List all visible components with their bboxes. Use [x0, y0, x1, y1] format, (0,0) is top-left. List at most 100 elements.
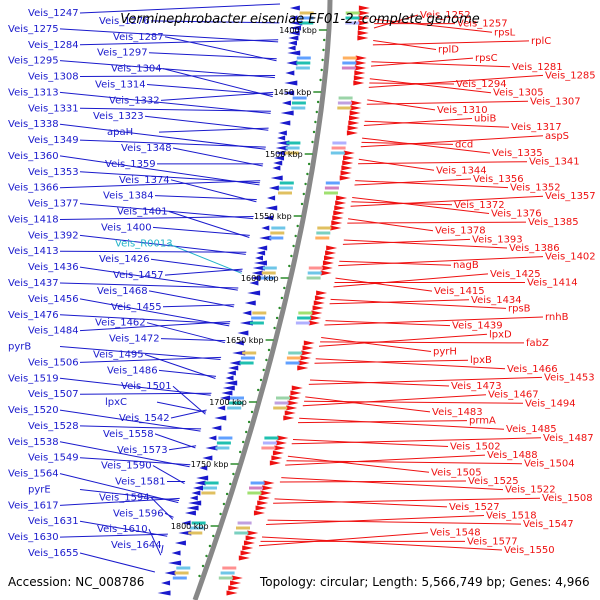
gene-label-right: Veis_1317 — [511, 122, 562, 133]
feature-bar-right — [307, 271, 322, 275]
feature-arrow-left — [265, 205, 278, 211]
feature-arrow-left — [178, 530, 192, 536]
feature-bar-left — [286, 141, 301, 145]
minor-tick — [219, 512, 222, 516]
feature-arrow-left — [191, 490, 201, 496]
connector-line-left — [150, 20, 280, 24]
feature-bar-right — [236, 526, 250, 530]
accession-text: Accession: NC_008786 — [8, 575, 144, 589]
gene-label-right: Veis_1372 — [454, 200, 505, 211]
feature-arrow-left — [270, 175, 283, 181]
feature-bar-left — [296, 61, 311, 65]
gene-label-right: Veis_1305 — [493, 88, 544, 99]
feature-arrow-right — [258, 495, 270, 501]
feature-arrow-left — [237, 330, 249, 336]
feature-arrow-right — [354, 70, 366, 76]
gene-label-right: Veis_1522 — [505, 485, 556, 496]
gene-label-right: Veis_1439 — [452, 321, 503, 332]
gene-label-right: Veis_1505 — [431, 467, 482, 478]
connector-line-right — [304, 400, 524, 404]
feature-arrow-right — [230, 580, 242, 586]
gene-label-left: Veis_1426 — [99, 254, 150, 265]
connector-line-left — [79, 489, 180, 501]
feature-bar-left — [176, 566, 191, 570]
feature-arrow-left — [289, 15, 298, 21]
feature-arrow-left — [272, 165, 281, 171]
connector-line-left — [162, 304, 235, 308]
feature-bar-left — [299, 21, 314, 25]
minor-tick — [239, 450, 242, 454]
feature-arrow-right — [358, 15, 370, 21]
feature-arrow-right — [339, 175, 351, 181]
feature-arrow-right — [275, 440, 287, 446]
minor-tick — [273, 326, 276, 330]
connector-line-left — [79, 139, 266, 148]
gene-label-left: Veis_1528 — [28, 421, 79, 432]
feature-bar-left — [174, 571, 189, 575]
feature-arrow-right — [358, 5, 370, 11]
connector-line-right — [309, 379, 450, 387]
feature-arrow-left — [217, 405, 226, 411]
feature-arrow-right — [240, 550, 252, 556]
feature-arrow-right — [291, 385, 303, 391]
gene-label-right: rpsB — [508, 303, 531, 314]
feature-bar-right — [237, 521, 252, 525]
feature-arrow-left — [224, 380, 238, 386]
feature-arrow-left — [284, 80, 298, 86]
gene-label-right: prmA — [469, 416, 496, 427]
feature-arrow-right — [271, 455, 283, 461]
connector-line-left — [170, 409, 207, 419]
feature-arrow-left — [228, 365, 239, 371]
feature-arrow-right — [290, 390, 302, 396]
feature-arrow-left — [186, 505, 199, 511]
kbp-label: 1800 kbp — [171, 522, 209, 531]
feature-arrow-right — [358, 20, 370, 26]
connector-line-right — [325, 320, 451, 327]
connector-line-left — [59, 91, 271, 114]
feature-arrow-left — [239, 320, 253, 326]
feature-bar-right — [345, 21, 360, 25]
feature-bar-right — [250, 481, 265, 485]
connector-line-right — [371, 61, 511, 68]
feature-arrow-right — [350, 105, 362, 111]
gene-label-right: Veis_1488 — [487, 450, 538, 461]
gene-label-right: rplD — [438, 45, 459, 56]
connector-line-left — [152, 226, 250, 236]
feature-arrow-left — [205, 445, 218, 451]
feature-bar-left — [218, 436, 233, 440]
feature-bar-right — [247, 491, 262, 495]
connector-line-right — [258, 532, 429, 547]
feature-bar-right — [330, 151, 345, 155]
gene-label-right: Veis_1508 — [542, 493, 593, 504]
feature-bar-left — [269, 236, 284, 240]
connector-line-right — [339, 260, 452, 266]
feature-arrow-right — [335, 200, 347, 206]
connector-line-right — [355, 180, 509, 189]
gene-label-left: Veis_1308 — [28, 72, 79, 83]
feature-arrow-right — [286, 405, 298, 411]
feature-arrow-right — [348, 115, 360, 121]
feature-arrow-left — [289, 5, 300, 11]
minor-tick — [294, 234, 297, 238]
feature-bar-left — [292, 96, 307, 100]
gene-label-left: Veis_1495 — [93, 350, 144, 361]
feature-bar-left — [228, 401, 243, 405]
feature-bar-left — [279, 181, 294, 185]
feature-arrow-right — [247, 530, 259, 536]
feature-arrow-left — [221, 390, 233, 396]
feature-arrow-right — [355, 55, 367, 61]
feature-arrow-left — [250, 275, 261, 281]
feature-bar-right — [342, 61, 357, 65]
gene-label-left: Veis_1520 — [8, 405, 59, 416]
feature-bar-left — [203, 486, 217, 490]
gene-label-left: Veis_1644 — [111, 540, 162, 551]
gene-label-left: pyrE — [28, 485, 51, 496]
minor-tick — [320, 68, 323, 72]
kbp-ticks: 1400 kbp 1450 kbp 1500 kbp 1550 kbp 1600 kbp… — [171, 26, 327, 578]
connector-line-left — [146, 84, 274, 95]
gene-label-right: Veis_1393 — [472, 234, 523, 245]
connector-line-left — [148, 52, 277, 60]
feature-bar-right — [345, 11, 360, 15]
feature-bar-left — [252, 311, 267, 315]
minor-tick — [319, 78, 322, 82]
